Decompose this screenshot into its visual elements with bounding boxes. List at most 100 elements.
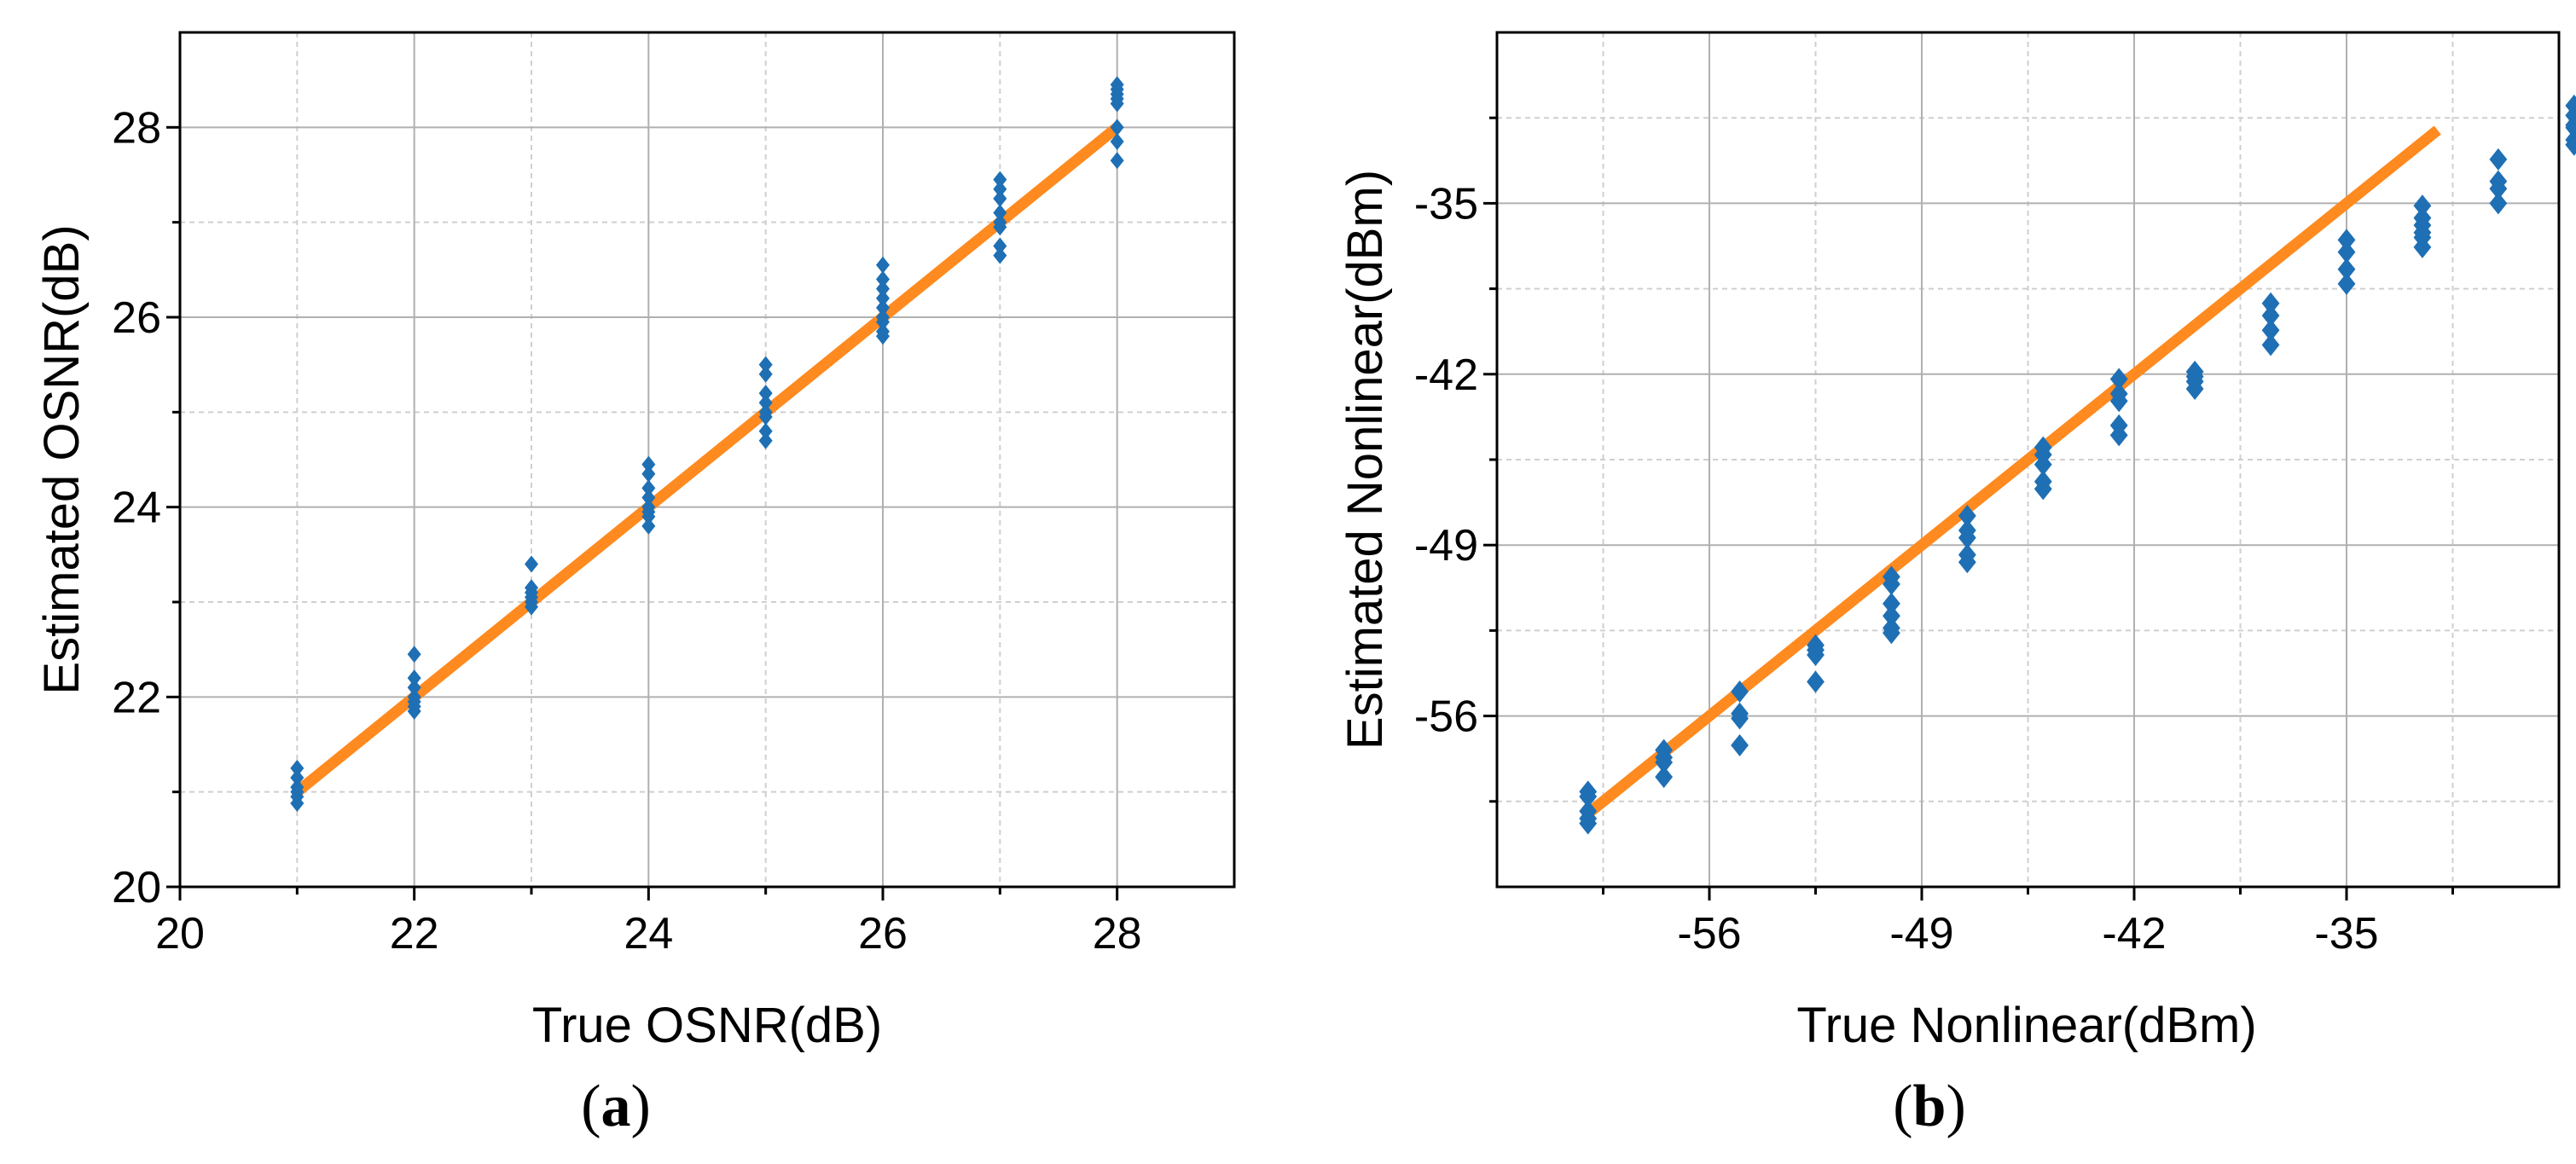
data-point [290,768,305,786]
data-point [407,703,421,721]
fit-line [293,123,1121,796]
panel-label-a-close: ) [630,1074,651,1139]
y-tick-label: -35 [1414,179,1478,229]
data-point [993,180,1007,198]
data-point [2261,319,2280,342]
x-tick-label: -42 [2102,909,2166,958]
panel-label-b: (b) [1893,1073,1966,1141]
data-point [2337,272,2356,295]
data-point [876,256,890,274]
data-point [876,327,890,345]
data-point [1655,766,1674,789]
data-point [2413,221,2432,244]
data-point [1655,750,1674,773]
data-point [1958,504,1976,527]
panel-label-b-close: ) [1946,1074,1966,1139]
y-tick-label: 22 [112,673,161,722]
x-axis-title: True Nonlinear(dBm) [1796,998,2256,1053]
data-point [993,237,1007,255]
x-tick-label: 28 [1093,909,1142,958]
data-point [1807,670,1825,693]
data-point [2337,240,2356,263]
data-point [758,422,773,440]
x-tick-label: 20 [155,909,205,958]
data-point [1958,551,1976,574]
data-point [876,280,890,298]
data-point [2109,368,2128,391]
data-point [641,507,656,525]
data-point [525,598,538,616]
chart-panel-b: -56 -49 -42 -35 -56 -49 -42 -35 True Nonlinear(d… [1337,31,2576,1053]
panel-label-a-letter: a [600,1074,631,1139]
y-tick-label: 20 [112,863,161,912]
data-point [2565,133,2576,156]
data-point [641,517,656,535]
panel-label-b-open: ( [1893,1074,1913,1139]
data-point [993,204,1007,222]
data-point [758,385,773,402]
data-point [1110,119,1124,136]
data-point [290,795,305,813]
data-point [2261,304,2280,327]
panel-label-a: (a) [581,1073,651,1141]
data-point [1958,526,1976,549]
data-point [1579,812,1598,835]
data-point [1883,605,1900,628]
x-tick-label: -56 [1677,909,1741,958]
data-point [758,408,773,426]
plot-frame [178,31,1236,889]
data-point [876,298,890,316]
data-point [993,218,1007,236]
y-tick-label: -49 [1414,521,1478,570]
data-point [1883,592,1900,615]
data-point [407,646,421,663]
panel-label-b-letter: b [1912,1074,1947,1139]
data-point [2261,292,2280,315]
data-point [525,555,538,573]
data-point [993,171,1007,188]
data-point [290,759,305,777]
data-point [1579,785,1598,808]
data-point [2489,192,2508,215]
data-point [1807,644,1825,667]
x-tick-label: -49 [1889,909,1953,958]
y-tick-label: 26 [112,293,161,343]
data-point [2261,333,2280,356]
data-point [758,356,773,374]
data-point [2489,148,2508,171]
x-tick-label: -35 [2314,909,2378,958]
y-axis-title: Estimated Nonlinear(dBm) [1337,170,1393,750]
x-tick-label: 22 [390,909,439,958]
data-point [407,669,421,687]
data-point [876,270,890,288]
data-point [2337,258,2356,281]
data-point [1883,622,1900,645]
x-tick-label: 24 [624,909,673,958]
y-tick-label: -56 [1414,692,1478,742]
fit-line [1584,125,2441,819]
data-point [2034,478,2052,501]
data-point [2109,424,2128,447]
data-point [2034,453,2052,476]
y-tick-label: 28 [112,103,161,153]
data-point [1731,707,1749,730]
data-point [641,479,656,497]
data-point [2413,194,2432,217]
data-point [641,489,656,507]
data-point [758,365,773,383]
data-point [2337,229,2356,252]
data-point [993,246,1007,264]
data-point [1731,733,1749,756]
data-point [1110,95,1124,113]
data-point [641,465,656,483]
chart-panel-a: 20 22 24 26 28 20 22 24 26 28 True OSNR(dB) Estimat… [34,31,1236,1053]
data-point [1110,152,1124,170]
y-tick-label: -42 [1414,350,1478,400]
data-point [876,313,890,331]
data-point [641,455,656,473]
y-tick-label: 24 [112,484,161,533]
data-point [2185,377,2204,400]
data-point [2489,177,2508,200]
data-point [1731,680,1749,703]
